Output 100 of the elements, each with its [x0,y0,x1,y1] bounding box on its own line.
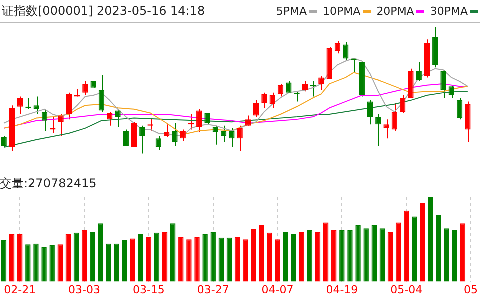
candlestick [343,42,349,62]
bar [452,230,458,282]
bar [106,244,112,282]
bar [323,222,329,282]
candlestick [58,114,64,137]
bar [202,234,208,282]
bar [275,240,280,282]
candlestick [66,92,72,120]
candlestick [456,98,463,120]
legend-label: 5PMA [276,4,308,18]
bar [396,222,402,282]
legend-label: 30PMA [430,4,469,18]
candlestick [253,100,260,118]
legend-label: 10PMA [323,4,362,18]
bar [283,232,288,282]
bar [162,232,168,282]
bar [194,237,200,282]
bar [372,225,378,282]
bar [34,244,39,282]
candlestick [465,101,471,143]
bar [98,224,104,282]
candlestick [367,100,374,126]
candlestick [196,108,202,133]
bar [130,238,136,282]
bar [178,237,184,282]
bar [58,244,63,282]
bar [444,228,450,282]
bar [18,234,23,282]
candlestick [212,125,219,146]
bar [307,230,313,282]
bar [210,232,216,282]
bar [50,246,55,282]
bar [380,228,386,282]
bar [291,234,296,282]
bar [154,232,160,282]
bar [340,230,345,282]
candlestick [107,111,113,126]
legend-label: 20PMA [376,4,416,18]
bar [364,228,369,282]
bar [412,216,418,282]
bar [315,232,321,282]
x-tick-label: 03-03 [68,283,101,296]
bar [251,229,256,282]
candlestick [416,62,422,82]
candlestick [34,96,40,115]
x-tick-label: 05-04 [390,283,423,296]
bar [259,225,264,282]
bar [460,224,466,282]
bar [42,247,47,282]
candlestick [400,94,406,114]
bar [138,234,144,282]
bar [9,234,15,282]
bar [420,203,426,282]
bar [267,232,272,282]
candlestick [392,102,398,132]
bar [90,232,96,282]
x-tick-label: 03-15 [132,283,165,296]
bar [74,232,80,282]
x-tick-label: 04-19 [326,283,358,296]
x-tick-label: 03-27 [197,283,230,296]
bar [404,210,410,282]
candlestick [318,76,324,91]
bar [356,225,361,282]
chart-title: 交量:270782415 [0,176,97,190]
bar [186,240,192,282]
candlestick [172,122,178,147]
bar [26,244,31,282]
candlestick [220,125,227,143]
bar [388,232,394,282]
bar [170,224,176,282]
bar [82,230,88,282]
bar [122,240,128,282]
candlestick [384,119,390,140]
bar [299,232,305,282]
chart-title: 证指数[000001] 2023-05-16 14:18 [2,2,206,20]
bar [332,230,337,282]
bar [234,237,240,282]
bar [436,215,442,282]
bar [348,230,353,282]
x-tick-label: 05 [464,283,478,296]
bar [242,240,248,282]
candlestick [262,92,268,109]
bar [66,234,72,282]
candlestick [42,108,48,132]
candlestick [140,125,146,154]
candlestick [131,122,138,148]
candlestick [98,74,105,112]
candlestick [237,125,243,152]
x-tick-label: 04-07 [262,283,294,296]
bar [218,238,224,282]
candlestick [164,124,170,138]
candlestick [123,129,129,147]
candlestick [376,114,382,147]
bar [226,238,232,282]
candlestick [440,70,446,99]
candlestick [229,128,235,148]
bar [146,237,152,282]
bar [114,244,120,282]
bar [428,197,434,282]
x-tick-label: 02-21 [4,283,36,296]
